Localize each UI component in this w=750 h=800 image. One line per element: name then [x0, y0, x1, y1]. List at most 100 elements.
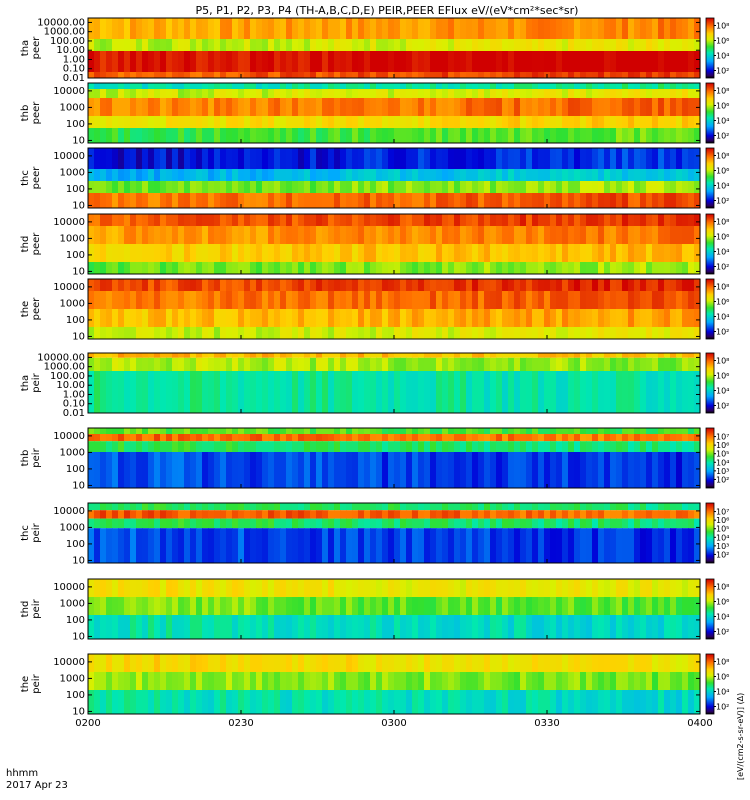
colorbar: [705, 213, 715, 275]
spectrogram-cell: [196, 193, 203, 208]
spectrogram-cell: [610, 357, 617, 371]
spectrogram-cell: [652, 434, 659, 442]
spectrogram-cell: [694, 528, 701, 563]
spectrogram-cell: [298, 98, 305, 116]
spectrogram-cell: [634, 244, 641, 262]
spectrogram-cell: [340, 672, 347, 690]
spectrogram-cell: [316, 441, 323, 452]
spectrogram-cell: [556, 452, 563, 488]
spectrogram-cell: [574, 353, 581, 358]
spectrogram-cell: [592, 672, 599, 690]
spectrogram-cell: [226, 193, 233, 208]
spectrogram-cell: [316, 579, 323, 597]
spectrogram-cell: [172, 89, 179, 98]
spectrogram-cell: [124, 262, 131, 274]
spectrogram-cell: [592, 615, 599, 639]
spectrogram-cell: [232, 181, 239, 193]
spectrogram-cell: [496, 39, 503, 51]
spectrogram-cell: [340, 193, 347, 208]
spectrogram-cell: [130, 148, 137, 169]
spectrogram-cell: [568, 148, 575, 169]
spectrogram-cell: [646, 39, 653, 51]
spectrogram-cell: [604, 579, 611, 597]
spectrogram-cell: [310, 181, 317, 193]
spectrogram-cell: [154, 89, 161, 98]
spectrogram-cell: [172, 510, 179, 519]
spectrogram-cell: [550, 128, 557, 143]
spectrogram-cell: [586, 116, 593, 128]
spectrogram-cell: [586, 279, 593, 291]
spectrogram-cell: [502, 579, 509, 597]
spectrogram-cell: [688, 371, 695, 413]
spectrogram-cell: [370, 169, 377, 181]
spectrogram-cell: [142, 116, 149, 128]
spectrogram-cell: [334, 510, 341, 519]
spectrogram-cell: [508, 371, 515, 413]
spectrogram-cell: [298, 672, 305, 690]
spectrogram-cell: [262, 428, 269, 434]
spectrogram-cell: [358, 434, 365, 442]
spectrogram-cell: [574, 262, 581, 274]
spectrogram-cell: [190, 309, 197, 327]
spectrogram-cell: [238, 357, 245, 371]
spectrogram-cell: [166, 262, 173, 274]
spectrogram-cell: [526, 503, 533, 511]
spectrogram-cell: [286, 83, 293, 89]
spectrogram-cell: [178, 353, 185, 358]
spectrogram-cell: [322, 615, 329, 639]
spectrogram-cell: [520, 597, 527, 615]
spectrogram-cell: [412, 83, 419, 89]
spectrogram-cell: [664, 181, 671, 193]
spectrogram-cell: [520, 89, 527, 98]
spectrogram-cell: [538, 518, 545, 529]
spectrogram-cell: [682, 672, 689, 690]
spectrogram-cell: [106, 690, 113, 714]
spectrogram-cell: [448, 353, 455, 358]
spectrogram-cell: [178, 510, 185, 519]
colorbar: [705, 427, 715, 489]
spectrogram-cell: [250, 51, 257, 72]
spectrogram-cell: [568, 615, 575, 639]
spectrogram-cell: [520, 441, 527, 452]
spectrogram-cell: [238, 116, 245, 128]
spectrogram-cell: [160, 214, 167, 226]
spectrogram-cell: [502, 357, 509, 371]
spectrogram-cell: [298, 579, 305, 597]
spectrogram-cell: [694, 181, 701, 193]
spectrogram-cell: [274, 615, 281, 639]
spectrogram-cell: [310, 510, 317, 519]
spectrogram-cell: [556, 597, 563, 615]
spectrogram-cell: [208, 214, 215, 226]
spectrogram-cell: [394, 148, 401, 169]
spectrogram-cell: [628, 528, 635, 563]
spectrogram-cell: [328, 510, 335, 519]
spectrogram-cell: [574, 51, 581, 72]
spectrogram-cell: [184, 89, 191, 98]
spectrogram-cell: [394, 262, 401, 274]
spectrogram-cell: [232, 434, 239, 442]
spectrogram-cell: [502, 279, 509, 291]
spectrogram-cell: [292, 39, 299, 51]
spectrogram-cell: [538, 279, 545, 291]
spectrogram-cell: [430, 528, 437, 563]
spectrogram-cell: [340, 579, 347, 597]
spectrogram-cell: [622, 434, 629, 442]
spectrogram-cell: [418, 452, 425, 488]
spectrogram-cell: [418, 262, 425, 274]
spectrogram-cell: [106, 503, 113, 511]
spectrogram-cell: [262, 72, 269, 78]
spectrogram-cell: [130, 441, 137, 452]
spectrogram-cell: [400, 18, 407, 39]
spectrogram-cell: [472, 244, 479, 262]
spectrogram-cell: [562, 244, 569, 262]
spectrogram-cell: [214, 357, 221, 371]
spectrogram-cell: [292, 441, 299, 452]
spectrogram-cell: [310, 262, 317, 274]
spectrogram-cell: [442, 434, 449, 442]
spectrogram-cell: [628, 597, 635, 615]
spectrogram-cell: [574, 72, 581, 78]
spectrogram-cell: [154, 353, 161, 358]
spectrogram-cell: [112, 51, 119, 72]
spectrogram-cell: [538, 148, 545, 169]
spectrogram-cell: [676, 309, 683, 327]
